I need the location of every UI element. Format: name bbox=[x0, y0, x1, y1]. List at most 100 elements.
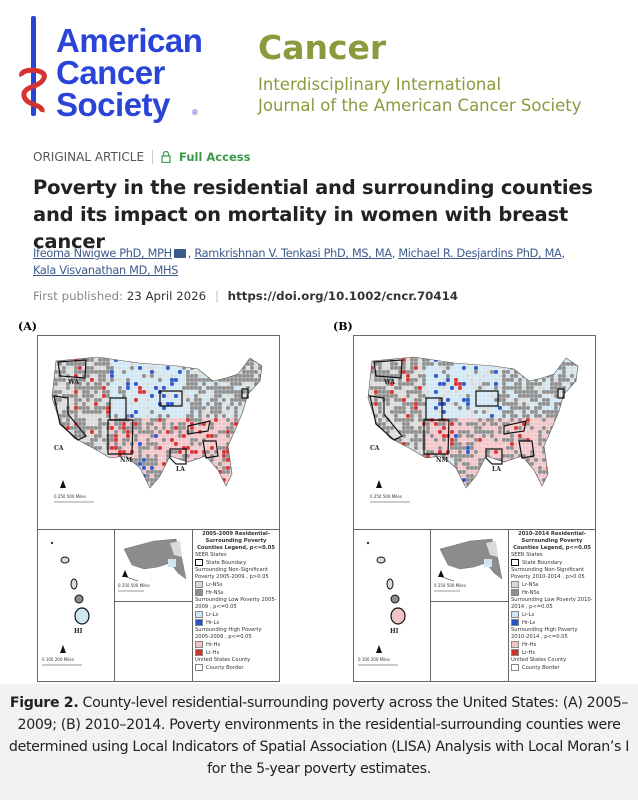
legend-heading: Surrounding Non-Significant Poverty 2010… bbox=[511, 567, 585, 580]
alaska-inset: 0 250 500 Miles bbox=[114, 529, 193, 602]
panel-label-a: (A) bbox=[18, 320, 37, 333]
legend-item-lr-ls: Lr-Ls bbox=[511, 611, 593, 619]
panel-label-b: (B) bbox=[333, 320, 353, 333]
legend-label: State Boundary bbox=[522, 560, 563, 566]
author-link[interactable]: Michael R. Desjardins PhD, MA bbox=[398, 247, 562, 260]
legend-item-hr-ls: Hr-Ls bbox=[195, 619, 277, 627]
legend-item-hr-ls: Hr-Ls bbox=[511, 619, 593, 627]
article-title: Poverty in the residential and surroundi… bbox=[33, 176, 593, 253]
hawaii-inset: HI 0 100 200 Miles bbox=[358, 529, 431, 681]
state-label-ca: CA bbox=[54, 445, 64, 452]
legend-label: County Border bbox=[206, 665, 244, 671]
legend-label: Lr-Ls bbox=[206, 612, 219, 618]
legend-label: County Border bbox=[522, 665, 560, 671]
county-cells bbox=[52, 357, 262, 488]
legend-item-state-boundary: State Boundary bbox=[195, 559, 277, 567]
registered-mark: ® bbox=[192, 108, 198, 117]
published-date: 23 April 2026 bbox=[126, 289, 207, 303]
hawaii-scale-label: 0 100 200 Miles bbox=[42, 657, 74, 662]
state-label-wa: WA bbox=[383, 379, 395, 386]
legend-label: Hr-Ls bbox=[206, 620, 220, 626]
legend-item-state-boundary: State Boundary bbox=[511, 559, 593, 567]
legend-heading: United States County bbox=[195, 657, 251, 663]
logo-line-3: Society bbox=[56, 86, 170, 123]
doi-link[interactable]: https://doi.org/10.1002/cncr.70414 bbox=[227, 289, 458, 303]
conterminous-us-map: WA CA NM LA 0 250 500 Miles bbox=[38, 356, 279, 530]
published-label: First published: bbox=[33, 289, 123, 303]
legend-heading: Surrounding High Poverty 2010-2014 , p<=… bbox=[511, 627, 578, 640]
lock-icon bbox=[161, 151, 171, 163]
legend-heading: United States County bbox=[511, 657, 567, 663]
north-arrow-icon bbox=[60, 480, 66, 488]
legend-label: Lr-NSs bbox=[206, 582, 223, 588]
legend-heading: SEER States bbox=[511, 552, 543, 558]
legend-item-county-border: County Border bbox=[511, 664, 593, 672]
alaska-inset: 0 250 500 Miles bbox=[430, 529, 509, 602]
legend-title: 2005-2009 Residential-Surrounding Povert… bbox=[197, 531, 275, 551]
figure-caption: Figure 2. County-level residential-surro… bbox=[0, 684, 638, 800]
legend-title: 2010-2014 Residential-Surrounding Povert… bbox=[513, 531, 591, 551]
map-legend: 2005-2009 Residential-Surrounding Povert… bbox=[192, 529, 279, 681]
journal-subtitle-2: Journal of the American Cancer Society bbox=[258, 96, 582, 115]
hawaii-inset: HI 0 100 200 Miles bbox=[42, 529, 115, 681]
legend-heading: SEER States bbox=[195, 552, 227, 558]
legend-label: Hr-NSs bbox=[206, 590, 224, 596]
legend-item-hr-nss: Hr-NSs bbox=[195, 589, 277, 597]
legend-label: Hr-Hs bbox=[522, 642, 537, 648]
legend-item-lr-nss: Lr-NSs bbox=[511, 581, 593, 589]
alaska-scale-label: 0 250 500 Miles bbox=[434, 583, 466, 588]
publication-info: First published: 23 April 2026 | https:/… bbox=[33, 289, 458, 303]
journal-subtitle-1: Interdisciplinary International bbox=[258, 75, 502, 94]
state-label-wa: WA bbox=[67, 379, 79, 386]
legend-label: Lr-Hs bbox=[522, 650, 536, 656]
state-label-nm: NM bbox=[120, 457, 132, 464]
state-label-la: LA bbox=[492, 466, 501, 473]
legend-item-hr-nss: Hr-NSs bbox=[511, 589, 593, 597]
scale-bar-label: 0 250 500 Miles bbox=[370, 494, 402, 499]
legend-heading: Surrounding Low Poverty 2005-2009 , p<=0… bbox=[195, 597, 277, 610]
author-link[interactable]: Ifeoma Nwigwe PhD, MPH bbox=[33, 247, 172, 260]
scale-bar-label: 0 250 500 Miles bbox=[54, 494, 86, 499]
legend-label: Lr-Hs bbox=[206, 650, 220, 656]
alaska-scale-label: 0 250 500 Miles bbox=[118, 583, 150, 588]
legend-label: Hr-NSs bbox=[522, 590, 540, 596]
legend-label: State Boundary bbox=[206, 560, 247, 566]
state-label-hi: HI bbox=[390, 628, 399, 635]
journal-name: Cancer bbox=[258, 28, 387, 67]
logo-line-1: American bbox=[56, 22, 203, 59]
american-cancer-society-logo: American Cancer Society ® bbox=[14, 12, 234, 127]
article-meta: ORIGINAL ARTICLE Full Access bbox=[33, 150, 250, 164]
north-arrow-icon bbox=[376, 480, 382, 488]
logo-line-2: Cancer bbox=[56, 54, 165, 91]
legend-label: Hr-Ls bbox=[522, 620, 536, 626]
state-label-ca: CA bbox=[370, 445, 380, 452]
caption-label: Figure 2. bbox=[9, 695, 79, 711]
legend-heading: Surrounding Low Poverty 2010-2014 , p<=0… bbox=[511, 597, 593, 610]
legend-heading: Surrounding Non-Significant Poverty 2005… bbox=[195, 567, 269, 580]
caption-text: County-level residential-surrounding pov… bbox=[8, 695, 630, 777]
conterminous-us-map: WA CA NM LA 0 250 500 Miles bbox=[354, 356, 595, 530]
state-label-nm: NM bbox=[436, 457, 448, 464]
legend-item-county-border: County Border bbox=[195, 664, 277, 672]
figure-panel-a: WA CA NM LA 0 250 500 Miles HI 0 100 200… bbox=[37, 335, 280, 682]
seer-state-boundaries bbox=[53, 359, 249, 465]
legend-item-lr-hs: Lr-Hs bbox=[195, 649, 277, 657]
north-arrow-icon bbox=[60, 645, 66, 653]
county-cells bbox=[368, 357, 578, 488]
email-icon[interactable] bbox=[173, 249, 186, 258]
map-legend: 2010-2014 Residential-Surrounding Povert… bbox=[508, 529, 595, 681]
seer-state-boundaries bbox=[369, 359, 565, 465]
author-list: Ifeoma Nwigwe PhD, MPH, Ramkrishnan V. T… bbox=[33, 247, 565, 277]
legend-label: Lr-Ls bbox=[522, 612, 535, 618]
legend-label: Hr-Hs bbox=[206, 642, 221, 648]
state-label-hi: HI bbox=[74, 628, 83, 635]
north-arrow-icon bbox=[438, 570, 444, 577]
author-link[interactable]: Ramkrishnan V. Tenkasi PhD, MS, MA bbox=[194, 247, 392, 260]
legend-heading: Surrounding High Poverty 2005-2009 , p<=… bbox=[195, 627, 262, 640]
legend-item-hr-hs: Hr-Hs bbox=[195, 641, 277, 649]
north-arrow-icon bbox=[376, 645, 382, 653]
legend-label: Lr-NSs bbox=[522, 582, 539, 588]
access-badge: Full Access bbox=[179, 150, 251, 164]
journal-logo: Cancer Interdisciplinary International J… bbox=[258, 28, 638, 116]
author-link[interactable]: Kala Visvanathan MD, MHS bbox=[33, 264, 179, 277]
